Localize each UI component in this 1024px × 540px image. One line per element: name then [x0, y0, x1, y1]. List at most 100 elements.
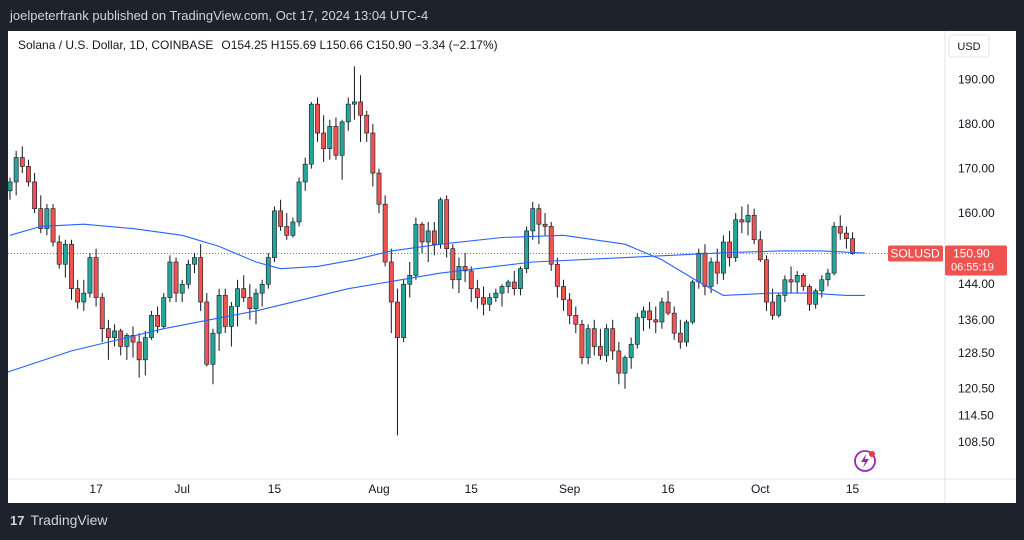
candle[interactable]	[604, 324, 609, 363]
candle[interactable]	[388, 248, 394, 334]
candle[interactable]	[456, 257, 462, 294]
candle[interactable]	[727, 230, 732, 267]
candle[interactable]	[573, 306, 579, 334]
candle[interactable]	[149, 310, 154, 340]
candle[interactable]	[450, 244, 456, 289]
candle[interactable]	[579, 319, 585, 365]
candle[interactable]	[505, 279, 511, 294]
candle[interactable]	[431, 221, 437, 256]
candle[interactable]	[376, 168, 382, 214]
candle[interactable]	[653, 306, 659, 334]
candle[interactable]	[720, 235, 726, 280]
candle[interactable]	[204, 293, 210, 367]
candle[interactable]	[597, 328, 603, 360]
candle[interactable]	[536, 204, 542, 245]
candle[interactable]	[69, 239, 74, 300]
candle[interactable]	[308, 101, 314, 169]
candle[interactable]	[32, 173, 37, 214]
candle[interactable]	[511, 270, 517, 296]
candle[interactable]	[81, 279, 87, 311]
candle[interactable]	[26, 159, 31, 187]
candle[interactable]	[302, 157, 308, 191]
candle[interactable]	[241, 275, 247, 303]
candle[interactable]	[136, 333, 142, 378]
candle[interactable]	[44, 204, 50, 236]
candle[interactable]	[813, 288, 819, 309]
candle[interactable]	[739, 206, 745, 234]
candle[interactable]	[272, 206, 277, 262]
lightning-icon[interactable]	[854, 450, 876, 472]
candle[interactable]	[351, 66, 357, 120]
candle[interactable]	[659, 297, 665, 329]
candle[interactable]	[591, 319, 597, 356]
candle[interactable]	[684, 319, 689, 347]
candle[interactable]	[358, 75, 363, 142]
candle[interactable]	[634, 313, 640, 349]
candle[interactable]	[112, 324, 117, 347]
candle[interactable]	[161, 293, 167, 329]
candle[interactable]	[75, 279, 81, 309]
candle[interactable]	[524, 226, 529, 274]
candle[interactable]	[542, 213, 548, 236]
candle[interactable]	[222, 288, 228, 334]
candle[interactable]	[831, 221, 837, 276]
candle[interactable]	[561, 279, 566, 311]
candle[interactable]	[745, 204, 751, 236]
candle[interactable]	[825, 268, 831, 287]
candle[interactable]	[530, 201, 536, 240]
candle[interactable]	[481, 286, 486, 316]
candle[interactable]	[807, 284, 812, 311]
candle[interactable]	[837, 215, 843, 240]
candle[interactable]	[413, 217, 419, 280]
candle[interactable]	[93, 248, 99, 307]
candle[interactable]	[333, 117, 339, 160]
candle[interactable]	[468, 266, 474, 303]
candle[interactable]	[327, 119, 333, 160]
candle[interactable]	[665, 290, 671, 316]
candle[interactable]	[776, 293, 782, 318]
candle[interactable]	[610, 319, 616, 360]
candle[interactable]	[628, 337, 634, 369]
candle[interactable]	[229, 302, 234, 347]
candle[interactable]	[265, 253, 271, 289]
candle[interactable]	[382, 195, 388, 267]
candle[interactable]	[407, 262, 413, 298]
candlestick-chart[interactable]: 190.00 180.00 170.00 160.00 144.00 136.00 128.…	[8, 31, 1016, 503]
candle[interactable]	[401, 279, 406, 343]
candle[interactable]	[462, 253, 468, 283]
candle[interactable]	[19, 146, 25, 174]
candle[interactable]	[155, 306, 160, 334]
candle[interactable]	[247, 284, 253, 320]
candle[interactable]	[641, 306, 646, 331]
candle[interactable]	[782, 275, 788, 303]
currency-button[interactable]: USD	[948, 34, 990, 58]
candle[interactable]	[210, 328, 216, 385]
candle[interactable]	[764, 255, 769, 311]
candle[interactable]	[370, 124, 376, 187]
candle[interactable]	[850, 232, 855, 255]
candle[interactable]	[474, 279, 480, 309]
candle[interactable]	[185, 259, 191, 289]
candle[interactable]	[296, 177, 302, 227]
candle[interactable]	[677, 319, 683, 349]
candle[interactable]	[757, 230, 763, 262]
candle[interactable]	[179, 279, 185, 303]
candle[interactable]	[118, 328, 124, 356]
candle[interactable]	[671, 306, 677, 340]
candle[interactable]	[788, 266, 794, 294]
candle[interactable]	[99, 293, 105, 343]
candle[interactable]	[554, 257, 560, 298]
candle[interactable]	[690, 279, 696, 325]
candle[interactable]	[56, 235, 62, 269]
candle[interactable]	[714, 248, 720, 285]
candle[interactable]	[216, 288, 222, 351]
candle[interactable]	[499, 284, 505, 307]
candle[interactable]	[567, 293, 573, 325]
candle[interactable]	[198, 244, 204, 311]
candle[interactable]	[702, 244, 708, 296]
candle[interactable]	[106, 319, 111, 360]
candle[interactable]	[800, 273, 806, 291]
candle[interactable]	[284, 213, 290, 240]
candle[interactable]	[259, 279, 265, 307]
candle[interactable]	[235, 279, 240, 327]
